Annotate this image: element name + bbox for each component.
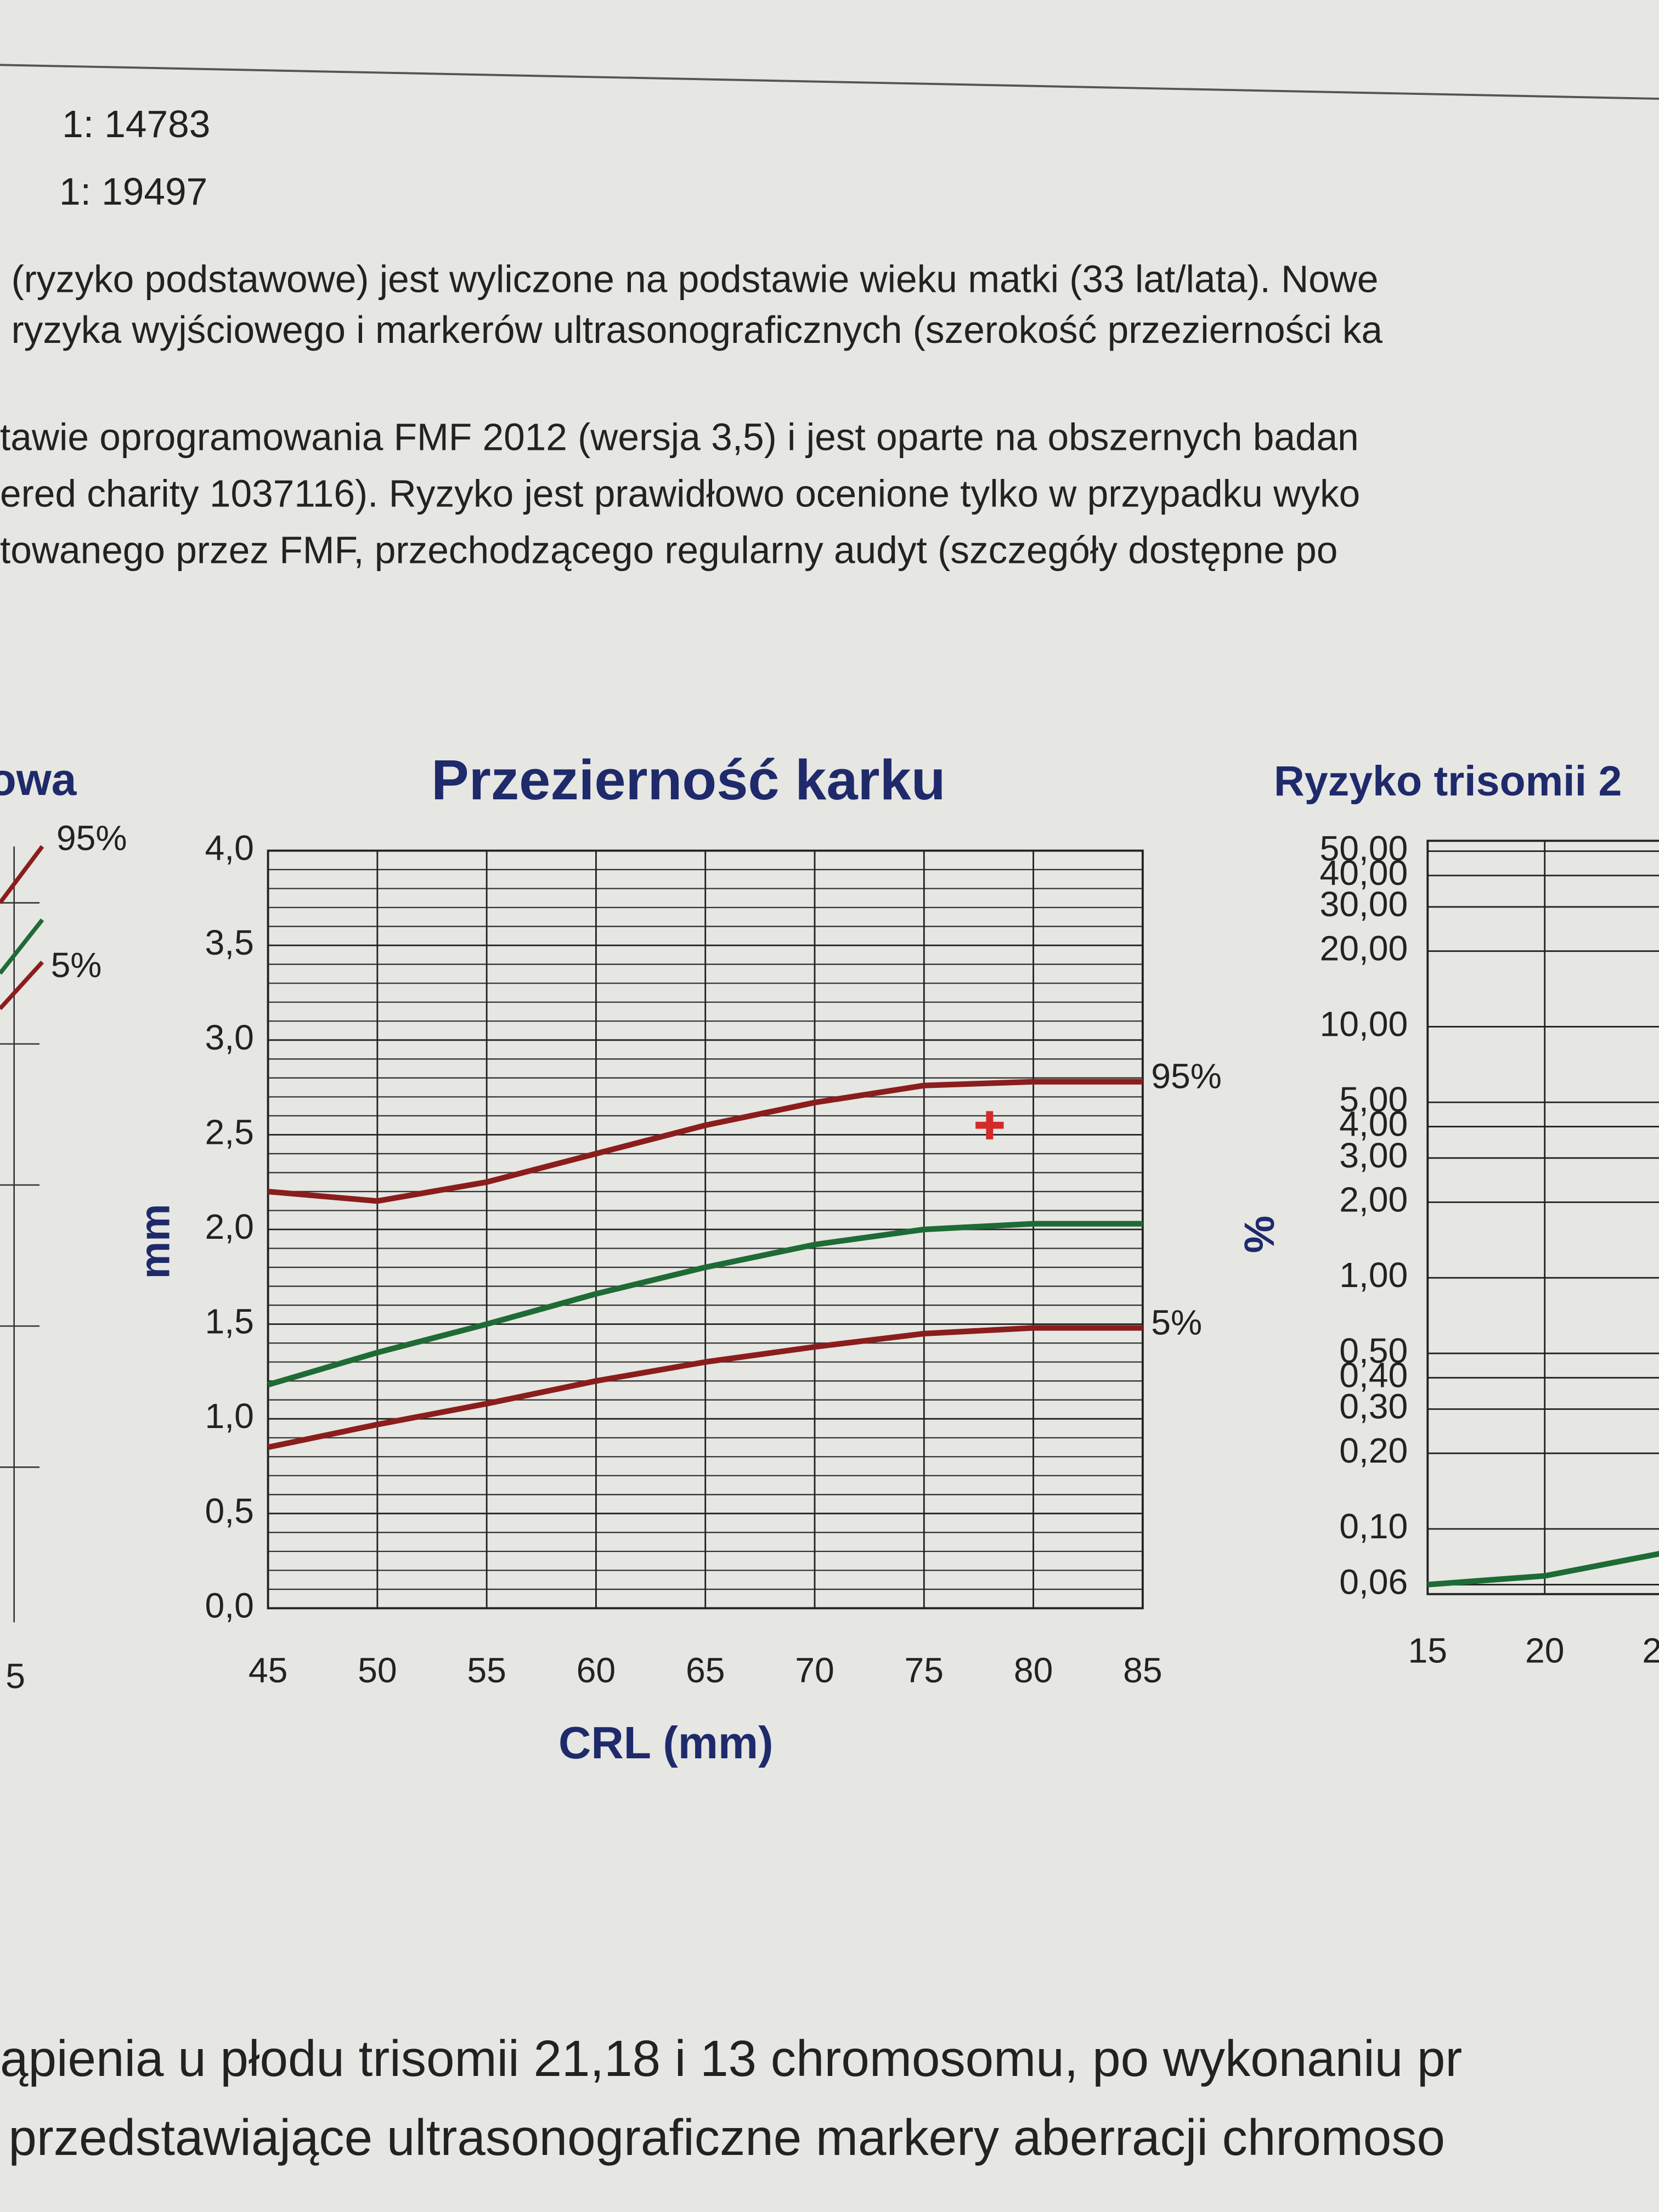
chart-title: Przezierność karku: [431, 748, 946, 811]
y-axis-label: %: [1236, 1216, 1283, 1254]
y-tick-label: 0,30: [1339, 1386, 1408, 1426]
fragment-curve: [0, 918, 44, 975]
text-line: ered charity 1037116). Ryzyko jest prawi…: [0, 472, 1360, 515]
y-tick-label: 0,06: [1339, 1562, 1408, 1601]
fragment-label: 5%: [51, 945, 102, 985]
y-axis-label: mm: [131, 1204, 178, 1279]
y-tick-label: 2,00: [1339, 1180, 1408, 1219]
text-line: ryzyka wyjściowego i markerów ultrasonog…: [12, 308, 1383, 351]
y-tick-label: 0,50: [1339, 1331, 1408, 1370]
y-tick-label: 0,5: [205, 1491, 254, 1531]
y-tick-label: 40,00: [1319, 853, 1408, 893]
x-tick-label: 85: [1123, 1651, 1162, 1690]
series-line: [1427, 1550, 1659, 1588]
rule: [0, 64, 1659, 100]
text-line: tawie oprogramowania FMF 2012 (wersja 3,…: [0, 416, 1359, 459]
y-tick-label: 0,0: [205, 1585, 254, 1625]
y-tick-label: 0,40: [1339, 1355, 1408, 1395]
y-tick-label: 10,00: [1319, 1004, 1408, 1043]
x-tick-label: 25: [1642, 1631, 1659, 1671]
text-line: (ryzyko podstawowe) jest wyliczone na po…: [12, 258, 1379, 301]
y-tick-label: 1,00: [1339, 1255, 1408, 1295]
series-line: [268, 1079, 1143, 1204]
text-line: przedstawiające ultrasonograficzne marke…: [8, 2109, 1445, 2166]
series-line: [267, 1325, 1143, 1451]
data-point: [975, 1111, 1004, 1139]
series-label: 95%: [1151, 1057, 1222, 1096]
y-tick-label: 2,5: [205, 1112, 254, 1152]
x-tick-label: 65: [686, 1651, 725, 1690]
fragment-title: owa: [0, 755, 77, 805]
document: 1: 14783 1: 19497 (ryzyko podstawowe) je…: [0, 103, 1462, 2166]
x-tick-label: 50: [358, 1651, 397, 1690]
fragment-curve: [0, 845, 44, 1011]
x-axis-label: CRL (mm): [558, 1718, 774, 1768]
y-tick-label: 0,10: [1339, 1506, 1408, 1546]
y-tick-label: 20,00: [1319, 929, 1408, 968]
y-tick-label: 3,00: [1339, 1136, 1408, 1175]
y-tick-label: 0,20: [1339, 1431, 1408, 1470]
series-label: 5%: [1151, 1302, 1202, 1342]
y-tick-label: 4,00: [1339, 1104, 1408, 1144]
x-tick-label: 75: [905, 1651, 944, 1690]
chart: Przezierność karku 0,0 0,5 1,0 1,5 2,0 2,5 3,0 3…: [131, 748, 1222, 1768]
y-tick-label: 30,00: [1319, 884, 1408, 924]
chart: Ryzyko trisomii 2 0,06 0,10 0,20 0,300,400,5…: [1236, 758, 1659, 1671]
x-tick-label: 15: [1408, 1631, 1447, 1671]
y-tick-label: 1,5: [205, 1302, 254, 1341]
fragment-tick: 5: [5, 1656, 25, 1696]
y-tick-label: 3,0: [205, 1018, 254, 1057]
x-tick-label: 20: [1525, 1631, 1564, 1671]
x-tick-label: 55: [467, 1651, 506, 1690]
y-tick-label: 2,0: [205, 1207, 254, 1246]
text-line: 1: 19497: [59, 170, 207, 213]
x-tick-label: 45: [249, 1651, 287, 1690]
series-line: [267, 1221, 1143, 1388]
fragment-label: 95%: [57, 819, 127, 858]
text-line: towanego przez FMF, przechodzącego regul…: [0, 528, 1338, 571]
x-tick-label: 70: [795, 1651, 834, 1690]
y-tick-label: 4,0: [205, 828, 254, 868]
y-tick-label: 50,00: [1319, 829, 1408, 868]
chart-title: Ryzyko trisomii 2: [1274, 758, 1622, 805]
fragment-grid: [0, 846, 40, 1623]
y-tick-label: 1,0: [205, 1396, 254, 1436]
x-tick-label: 80: [1014, 1651, 1053, 1690]
x-tick-label: 60: [577, 1651, 616, 1690]
y-tick-label: 3,5: [205, 923, 254, 962]
text-line: 1: 14783: [62, 103, 210, 145]
y-tick-label: 5,00: [1339, 1080, 1408, 1119]
text-line: ąpienia u płodu trisomii 21,18 i 13 chro…: [0, 2030, 1462, 2087]
